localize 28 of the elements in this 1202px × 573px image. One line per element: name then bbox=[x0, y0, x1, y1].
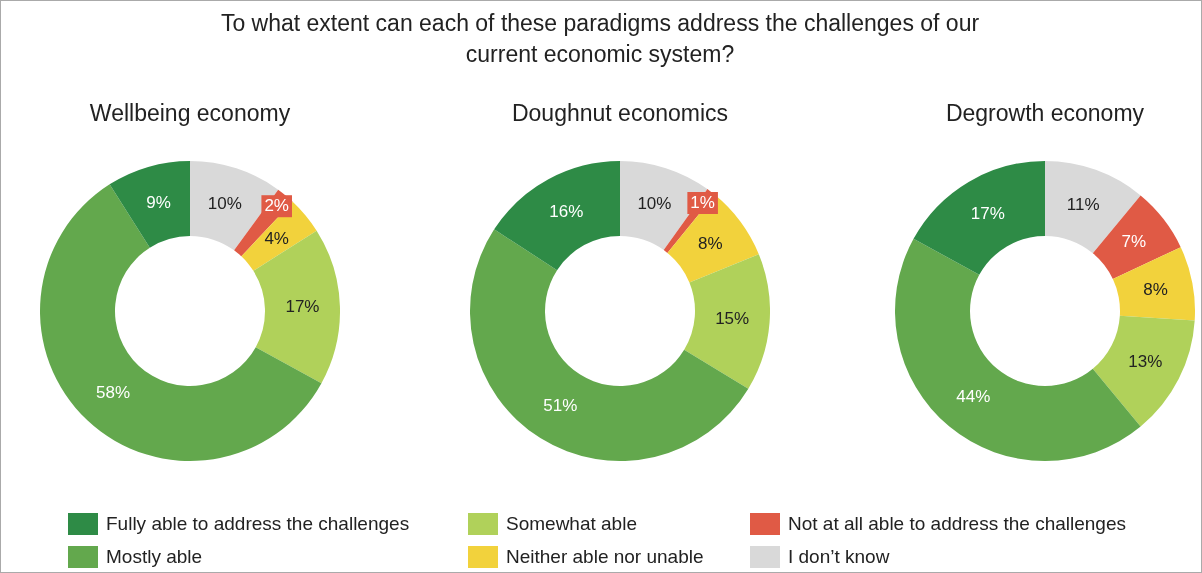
data-label: 1% bbox=[690, 192, 715, 212]
data-label: 9% bbox=[146, 192, 171, 212]
data-label: 13% bbox=[1128, 351, 1163, 371]
data-label: 16% bbox=[549, 201, 584, 221]
data-label: 8% bbox=[698, 233, 723, 253]
data-label: 2% bbox=[264, 195, 289, 215]
data-label: 10% bbox=[637, 193, 672, 213]
data-label: 11% bbox=[1066, 194, 1100, 214]
legend-label: Fully able to address the challenges bbox=[106, 512, 410, 535]
data-label: 17% bbox=[285, 297, 320, 317]
legend-label: I don’t know bbox=[788, 545, 890, 568]
chart-subtitle: Degrowth economy bbox=[944, 100, 1146, 127]
legend-label: Somewhat able bbox=[506, 512, 637, 535]
chart-subtitle: Wellbeing economy bbox=[88, 100, 292, 127]
data-label: 7% bbox=[1121, 231, 1147, 251]
data-label: 44% bbox=[956, 387, 991, 407]
legend-label: Not at all able to address the challenges bbox=[788, 512, 1126, 535]
legend-label: Mostly able bbox=[106, 545, 203, 568]
data-label: 51% bbox=[543, 396, 578, 416]
chart-subtitle: Doughnut economics bbox=[510, 100, 730, 127]
data-label: 15% bbox=[715, 309, 750, 329]
legend-label: Neither able nor unable bbox=[506, 545, 704, 568]
data-label: 17% bbox=[970, 203, 1005, 223]
data-label: 4% bbox=[264, 228, 289, 248]
data-label: 58% bbox=[95, 382, 130, 402]
data-label: 10% bbox=[207, 193, 242, 213]
data-label: 8% bbox=[1143, 279, 1168, 299]
chart-title: To what extent can each of these paradigms address the challenges of our current economic system? bbox=[219, 9, 981, 69]
